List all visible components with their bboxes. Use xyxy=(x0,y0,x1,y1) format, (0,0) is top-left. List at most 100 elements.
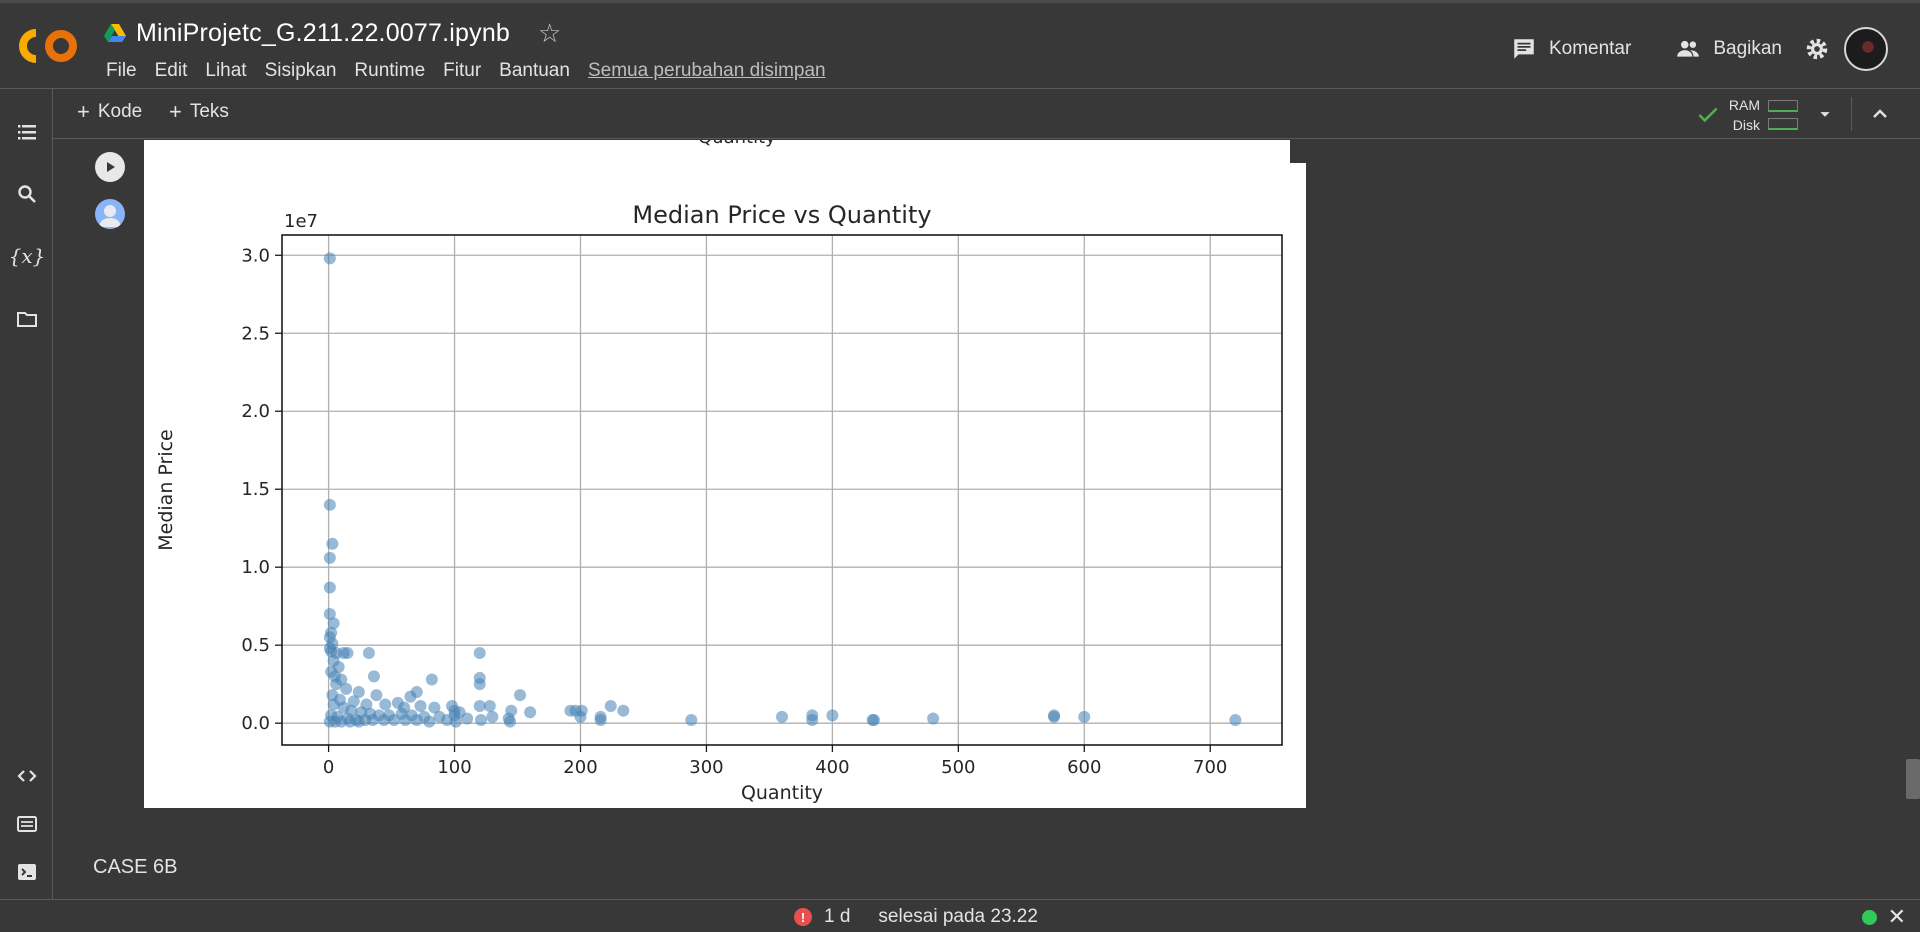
x-tick-label: 700 xyxy=(1193,757,1227,778)
cell-author-avatar xyxy=(95,199,125,229)
menu-view[interactable]: Lihat xyxy=(205,60,247,81)
ram-label: RAM xyxy=(1728,97,1760,113)
menu-help[interactable]: Bantuan xyxy=(499,60,570,81)
data-point xyxy=(330,678,343,691)
data-point xyxy=(327,698,340,711)
data-point xyxy=(326,537,339,550)
connection-status-dot xyxy=(1862,910,1877,925)
connected-check-icon xyxy=(1698,107,1718,123)
x-tick-label: 200 xyxy=(563,757,597,778)
data-point xyxy=(425,673,438,686)
y-tick-label: 3.0 xyxy=(241,245,270,266)
settings-gear-icon[interactable] xyxy=(1804,36,1830,62)
data-point xyxy=(685,714,698,727)
add-text-button[interactable]: + Teks xyxy=(169,101,229,123)
search-icon[interactable] xyxy=(12,179,42,209)
data-point xyxy=(410,714,423,727)
data-point xyxy=(370,689,383,702)
plus-icon: + xyxy=(169,99,182,124)
data-point xyxy=(524,706,537,719)
run-cell-button[interactable] xyxy=(95,152,125,182)
data-point xyxy=(428,701,441,714)
data-point xyxy=(423,715,436,728)
data-point xyxy=(323,498,336,511)
data-point xyxy=(604,700,617,713)
data-point xyxy=(474,714,487,727)
data-point xyxy=(867,714,880,727)
comment-icon xyxy=(1514,39,1534,59)
resource-labels: RAM Disk xyxy=(1729,95,1760,135)
data-point xyxy=(347,695,360,708)
x-tick-label: 100 xyxy=(437,757,471,778)
data-point xyxy=(388,714,401,727)
scatter-chart: 0 100 200 300 400 500 600 700 0.0 0.5 1.0 1.5 2.0 2.5… xyxy=(155,201,1283,804)
data-point xyxy=(414,700,427,713)
data-point xyxy=(323,252,336,265)
star-icon[interactable]: ☆ xyxy=(538,17,562,48)
data-point xyxy=(1078,710,1091,723)
code-snippets-icon[interactable] xyxy=(12,761,42,791)
data-point xyxy=(776,710,788,723)
close-icon[interactable]: ✕ xyxy=(1887,904,1906,929)
chart-title: Median Price vs Quantity xyxy=(632,201,931,229)
save-status-link[interactable]: Semua perubahan disimpan xyxy=(587,60,826,81)
data-point xyxy=(574,710,587,723)
chevron-up-icon[interactable] xyxy=(1868,102,1892,126)
menu-runtime[interactable]: Runtime xyxy=(354,60,426,81)
data-point xyxy=(449,715,462,728)
notebook-title[interactable]: MiniProjetc_G.211.22.0077.ipynb xyxy=(136,18,511,47)
menu-edit[interactable]: Edit xyxy=(154,60,188,81)
text-cell[interactable]: CASE 6B xyxy=(93,856,178,878)
y-axis-label: Median Price xyxy=(155,429,177,551)
table-of-contents-icon[interactable] xyxy=(12,117,42,147)
resources-indicator[interactable]: RAM Disk xyxy=(1695,95,1798,135)
account-avatar[interactable] xyxy=(1844,27,1888,71)
data-point xyxy=(367,670,380,683)
data-point xyxy=(473,678,486,691)
terminal-icon[interactable] xyxy=(12,857,42,887)
execution-duration: 1 d xyxy=(824,906,851,927)
add-code-label: Kode xyxy=(97,101,143,122)
error-icon: ! xyxy=(794,908,812,926)
folder-icon[interactable] xyxy=(12,304,42,334)
x-tick-label: 600 xyxy=(1067,757,1101,778)
data-point xyxy=(352,715,365,728)
add-code-button[interactable]: + Kode xyxy=(77,101,142,123)
data-point xyxy=(461,712,474,725)
header-actions: Komentar Bagikan xyxy=(1489,27,1888,71)
data-point xyxy=(352,685,365,698)
execution-status[interactable]: ! 1 d selesai pada 23.22 xyxy=(794,906,1038,928)
menu-file[interactable]: File xyxy=(106,60,137,81)
y-offset-label: 1e7 xyxy=(284,211,318,232)
share-label: Bagikan xyxy=(1713,38,1782,59)
data-point xyxy=(1229,714,1242,727)
data-point xyxy=(1048,710,1061,723)
x-axis-label: Quantity xyxy=(741,782,823,804)
data-point xyxy=(378,714,391,727)
y-tick-label: 0.0 xyxy=(241,713,270,734)
x-tick-label: 300 xyxy=(689,757,723,778)
menu-insert[interactable]: Sisipkan xyxy=(264,60,337,81)
y-tick-label: 1.5 xyxy=(241,479,270,500)
comment-button[interactable]: Komentar xyxy=(1489,36,1653,62)
menu-bar: File Edit Lihat Sisipkan Runtime Fitur B… xyxy=(97,60,835,82)
command-palette-icon[interactable] xyxy=(12,809,42,839)
notebook-content: Quantity 0 100 200 300 400 500 600 700 0.0 0.5 1.0… xyxy=(53,140,1920,899)
header: MiniProjetc_G.211.22.0077.ipynb ☆ File E… xyxy=(0,0,1920,89)
play-icon xyxy=(107,162,115,172)
data-point xyxy=(341,646,354,659)
data-point xyxy=(323,551,336,564)
colab-logo[interactable] xyxy=(18,25,82,65)
data-point xyxy=(826,709,839,722)
chevron-down-icon[interactable] xyxy=(1814,103,1836,125)
data-point xyxy=(379,698,392,711)
toolbar-divider xyxy=(1851,97,1852,131)
google-drive-icon xyxy=(104,24,126,42)
data-point xyxy=(503,715,516,728)
scrollbar-thumb[interactable] xyxy=(1906,759,1920,799)
share-button[interactable]: Bagikan xyxy=(1653,36,1804,62)
data-point xyxy=(806,714,819,727)
variables-icon[interactable]: {x} xyxy=(8,244,46,268)
data-point xyxy=(486,710,499,723)
menu-tools[interactable]: Fitur xyxy=(443,60,482,81)
